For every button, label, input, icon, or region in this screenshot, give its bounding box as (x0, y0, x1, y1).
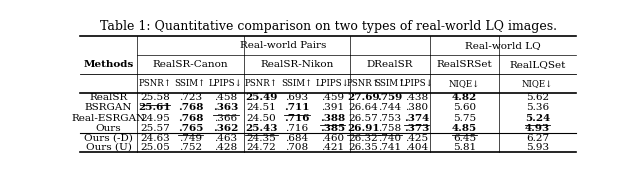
Text: 4.93: 4.93 (525, 124, 550, 133)
Text: Ours: Ours (96, 124, 122, 133)
Text: .711: .711 (284, 103, 310, 112)
Text: 25.05: 25.05 (140, 143, 170, 152)
Text: 6.27: 6.27 (526, 134, 549, 143)
Text: .459: .459 (321, 93, 344, 102)
Text: .374: .374 (404, 114, 429, 123)
Text: 25.58: 25.58 (140, 93, 170, 102)
Text: 5.24: 5.24 (525, 114, 550, 123)
Text: NIQE↓: NIQE↓ (522, 79, 553, 88)
Text: 24.51: 24.51 (246, 103, 276, 112)
Text: Real-world LQ: Real-world LQ (465, 41, 541, 50)
Text: .463: .463 (214, 134, 237, 143)
Text: 5.75: 5.75 (453, 114, 476, 123)
Text: Methods: Methods (83, 60, 134, 69)
Text: RealSRSet: RealSRSet (436, 60, 492, 69)
Text: .716: .716 (285, 124, 308, 133)
Text: .716: .716 (284, 114, 310, 123)
Text: PSNR↑: PSNR↑ (245, 79, 278, 88)
Text: .380: .380 (405, 103, 428, 112)
Text: 26.91: 26.91 (348, 124, 380, 133)
Text: SSIM↑: SSIM↑ (282, 79, 312, 88)
Text: LPIPS↓: LPIPS↓ (399, 79, 433, 88)
Text: PSNR↑: PSNR↑ (138, 79, 172, 88)
Text: 24.72: 24.72 (246, 143, 276, 152)
Text: .768: .768 (178, 114, 203, 123)
Text: .362: .362 (213, 124, 239, 133)
Text: 27.69: 27.69 (348, 93, 380, 102)
Text: 24.95: 24.95 (140, 114, 170, 123)
Text: .765: .765 (178, 124, 203, 133)
Text: 24.50: 24.50 (246, 114, 276, 123)
Text: .744: .744 (378, 103, 401, 112)
Text: SSIM↑: SSIM↑ (175, 79, 206, 88)
Text: .388: .388 (320, 114, 345, 123)
Text: LPIPS↓: LPIPS↓ (209, 79, 243, 88)
Text: 25.57: 25.57 (140, 124, 170, 133)
Text: RealSR: RealSR (90, 93, 127, 102)
Text: 4.85: 4.85 (452, 124, 477, 133)
Text: .753: .753 (378, 114, 401, 123)
Text: LPIPS↓: LPIPS↓ (316, 79, 349, 88)
Text: 24.63: 24.63 (140, 134, 170, 143)
Text: 26.64: 26.64 (349, 103, 378, 112)
Text: .708: .708 (285, 143, 308, 152)
Text: RealSR-Nikon: RealSR-Nikon (260, 60, 333, 69)
Text: NIQE↓: NIQE↓ (449, 79, 480, 88)
Text: .460: .460 (321, 134, 344, 143)
Text: 6.45: 6.45 (453, 134, 476, 143)
Text: .759: .759 (378, 93, 403, 102)
Text: 26.57: 26.57 (349, 114, 378, 123)
Text: Real-world Pairs: Real-world Pairs (240, 41, 326, 50)
Text: 26.35: 26.35 (349, 143, 378, 152)
Text: 5.36: 5.36 (526, 103, 549, 112)
Text: Ours (-D): Ours (-D) (84, 134, 133, 143)
Text: 5.81: 5.81 (453, 143, 476, 152)
Text: .363: .363 (213, 103, 239, 112)
Text: Real-ESRGAN: Real-ESRGAN (72, 114, 146, 123)
Text: 25.43: 25.43 (245, 124, 278, 133)
Text: SSIM↑: SSIM↑ (374, 79, 406, 88)
Text: DRealSR: DRealSR (367, 60, 413, 69)
Text: 5.93: 5.93 (526, 143, 549, 152)
Text: 24.35: 24.35 (246, 134, 276, 143)
Text: Ours (U): Ours (U) (86, 143, 131, 152)
Text: 5.62: 5.62 (526, 93, 549, 102)
Text: .749: .749 (179, 134, 202, 143)
Text: 5.60: 5.60 (453, 103, 476, 112)
Text: .425: .425 (405, 134, 428, 143)
Text: .438: .438 (405, 93, 428, 102)
Text: .741: .741 (378, 143, 401, 152)
Text: 26.32: 26.32 (349, 134, 378, 143)
Text: RealLQSet: RealLQSet (509, 60, 566, 69)
Text: Table 1: Quantitative comparison on two types of real-world LQ images.: Table 1: Quantitative comparison on two … (99, 20, 557, 33)
Text: .768: .768 (178, 103, 203, 112)
Text: 25.61: 25.61 (138, 103, 171, 112)
Text: .385: .385 (320, 124, 345, 133)
Text: 4.82: 4.82 (452, 93, 477, 102)
Text: .391: .391 (321, 103, 344, 112)
Text: .373: .373 (404, 124, 429, 133)
Text: .458: .458 (214, 93, 237, 102)
Text: .421: .421 (321, 143, 344, 152)
Text: .752: .752 (179, 143, 202, 152)
Text: .758: .758 (378, 124, 401, 133)
Text: .404: .404 (405, 143, 428, 152)
Text: .693: .693 (285, 93, 308, 102)
Text: RealSR-Canon: RealSR-Canon (152, 60, 228, 69)
Text: .723: .723 (179, 93, 202, 102)
Text: BSRGAN: BSRGAN (84, 103, 132, 112)
Text: .684: .684 (285, 134, 308, 143)
Text: .428: .428 (214, 143, 237, 152)
Text: PSNR↑: PSNR↑ (347, 79, 380, 88)
Text: .366: .366 (214, 114, 237, 123)
Text: 25.49: 25.49 (245, 93, 278, 102)
Text: .740: .740 (378, 134, 401, 143)
